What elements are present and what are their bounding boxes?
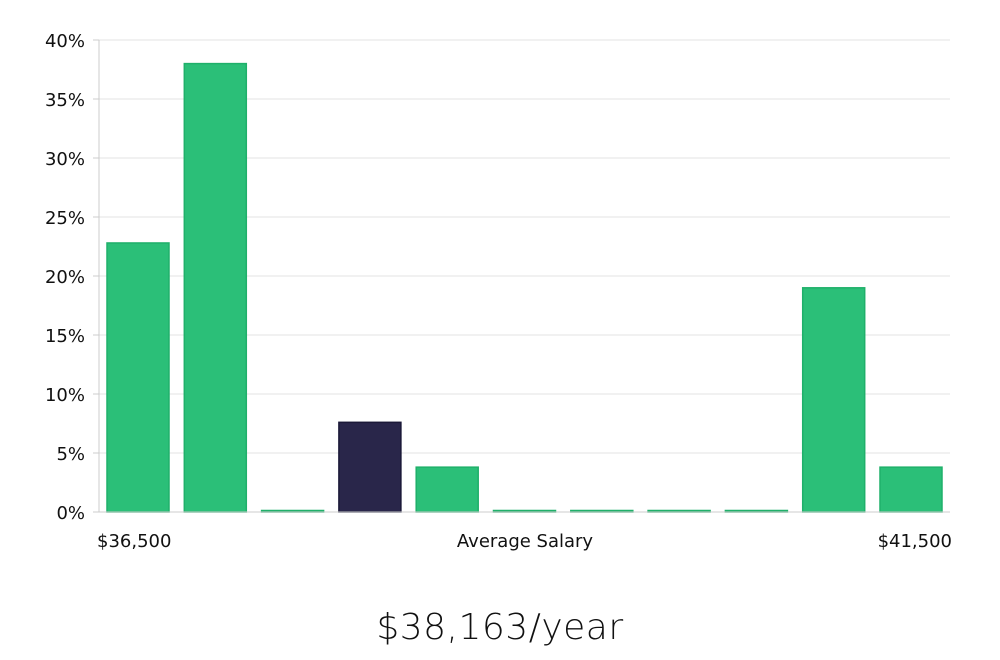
y-tick-label: 40% bbox=[45, 31, 85, 52]
x-label-center: Average Salary bbox=[457, 531, 594, 552]
salary-histogram: 0% 5% 10% 15% 20% 25% 30% 35% 40% $36,500 Averag… bbox=[45, 31, 952, 552]
y-tick-label: 25% bbox=[45, 208, 85, 229]
histogram-bar bbox=[183, 62, 248, 513]
y-axis-ticks: 0% 5% 10% 15% 20% 25% 30% 35% 40% bbox=[45, 31, 99, 524]
histogram-bar bbox=[106, 242, 170, 513]
x-label-min: $36,500 bbox=[97, 531, 171, 552]
histogram-bar bbox=[879, 466, 943, 513]
x-label-max: $41,500 bbox=[878, 531, 952, 552]
bars bbox=[106, 62, 943, 513]
y-tick-label: 20% bbox=[45, 267, 85, 288]
histogram-bar bbox=[415, 466, 479, 513]
histogram-bar bbox=[801, 287, 866, 513]
y-tick-label: 35% bbox=[45, 90, 85, 111]
y-tick-label: 15% bbox=[45, 326, 85, 347]
average-salary-value: $38,163/year bbox=[376, 607, 624, 648]
y-tick-label: 30% bbox=[45, 149, 85, 170]
histogram-bar-highlight bbox=[338, 421, 402, 513]
y-tick-label: 0% bbox=[56, 503, 85, 524]
y-tick-label: 5% bbox=[56, 444, 85, 465]
y-tick-label: 10% bbox=[45, 385, 85, 406]
